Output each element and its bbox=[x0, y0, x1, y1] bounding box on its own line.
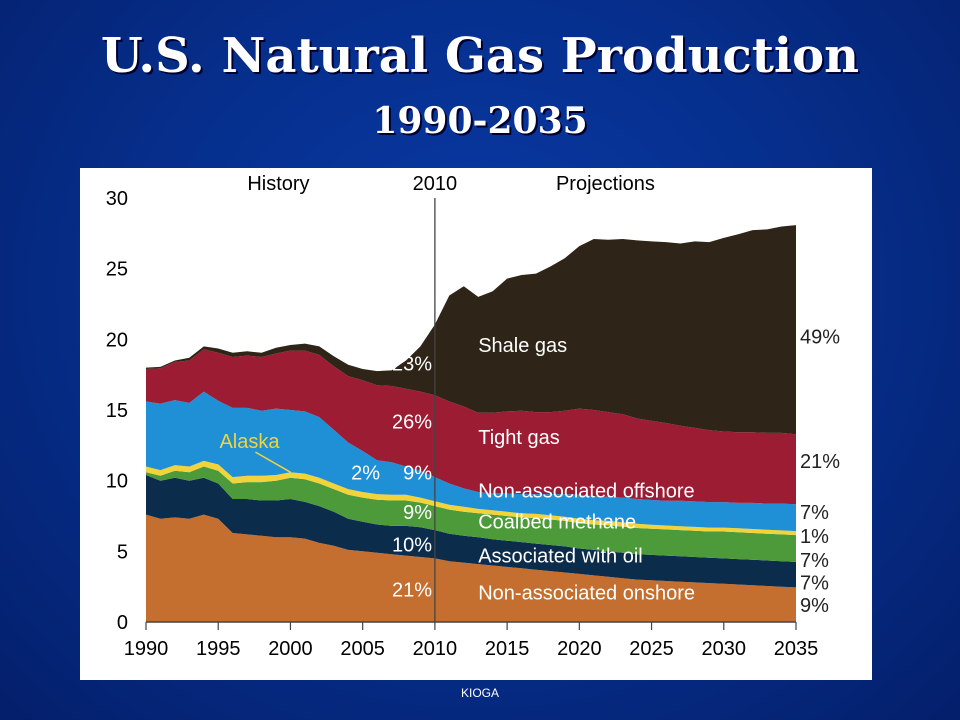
slide-title: U.S. Natural Gas Production bbox=[100, 28, 860, 84]
area-non-associated-offshore bbox=[146, 391, 796, 532]
chart-panel: 1990 1995 2000 2005 2010 2015 2020 2025 2030 2035… bbox=[80, 168, 872, 680]
x-tick-label: 2010 bbox=[413, 638, 458, 660]
share-2010-label: 26% bbox=[392, 411, 432, 433]
layer-label: Coalbed methane bbox=[478, 512, 636, 534]
share-2035-label: 7% bbox=[800, 572, 829, 594]
layer-label: Shale gas bbox=[478, 335, 567, 357]
share-2010-label: 2% bbox=[351, 462, 380, 484]
x-tick-label: 2035 bbox=[774, 638, 819, 660]
layer-label: Non-associated offshore bbox=[478, 481, 694, 503]
area-non-associated-onshore bbox=[146, 514, 796, 622]
area-shale-gas bbox=[146, 225, 796, 435]
y-tick-label: 15 bbox=[106, 400, 128, 422]
alaska-label: Alaska bbox=[219, 431, 280, 453]
share-2035-label: 49% bbox=[800, 327, 840, 349]
x-tick-label: 2015 bbox=[485, 638, 529, 660]
divider-year-label: 2010 bbox=[413, 173, 458, 195]
slide-subtitle: 1990-2035 bbox=[372, 100, 588, 142]
share-2010-label: 10% bbox=[392, 534, 432, 556]
x-tick-label: 2005 bbox=[340, 638, 385, 660]
share-2035-label: 9% bbox=[800, 595, 829, 617]
share-2010-label: 21% bbox=[392, 580, 432, 602]
x-tick-label: 1995 bbox=[196, 638, 241, 660]
footer-label: KIOGA bbox=[460, 686, 499, 700]
x-tick-label: 2000 bbox=[268, 638, 313, 660]
y-tick-label: 25 bbox=[106, 259, 128, 281]
area-tight-gas bbox=[146, 349, 796, 505]
area-associated-with-oil bbox=[146, 475, 796, 588]
x-tick-label: 2025 bbox=[629, 638, 674, 660]
x-tick-label: 2030 bbox=[702, 638, 747, 660]
y-tick-label: 30 bbox=[106, 188, 128, 210]
alaska-leader-line bbox=[255, 451, 291, 473]
y-tick-label: 10 bbox=[106, 471, 128, 493]
share-2035-label: 21% bbox=[800, 451, 840, 473]
projections-label: Projections bbox=[556, 173, 655, 195]
x-tick-label: 1990 bbox=[124, 638, 169, 660]
share-2035-label: 1% bbox=[800, 526, 829, 548]
production-chart: 1990 1995 2000 2005 2010 2015 2020 2025 2030 2035… bbox=[106, 173, 840, 660]
history-label: History bbox=[247, 173, 309, 195]
layer-label: Tight gas bbox=[478, 427, 560, 449]
y-tick-label: 0 bbox=[117, 612, 128, 634]
share-2010-label: 23% bbox=[392, 353, 432, 375]
layer-label: Associated with oil bbox=[478, 546, 643, 568]
y-tick-label: 5 bbox=[117, 541, 128, 563]
share-2010-label: 9% bbox=[403, 462, 432, 484]
share-2035-label: 7% bbox=[800, 550, 829, 572]
y-tick-label: 20 bbox=[106, 329, 128, 351]
share-2010-label: 9% bbox=[403, 502, 432, 524]
x-tick-label: 2020 bbox=[557, 638, 602, 660]
share-2035-label: 7% bbox=[800, 502, 829, 524]
layer-label: Non-associated onshore bbox=[478, 582, 695, 604]
area-coalbed-methane bbox=[146, 466, 796, 562]
area-alaska bbox=[146, 460, 796, 536]
